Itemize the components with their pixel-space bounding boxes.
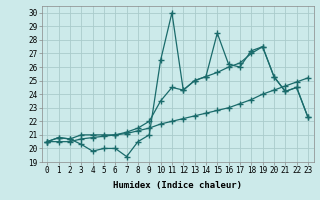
X-axis label: Humidex (Indice chaleur): Humidex (Indice chaleur)	[113, 181, 242, 190]
